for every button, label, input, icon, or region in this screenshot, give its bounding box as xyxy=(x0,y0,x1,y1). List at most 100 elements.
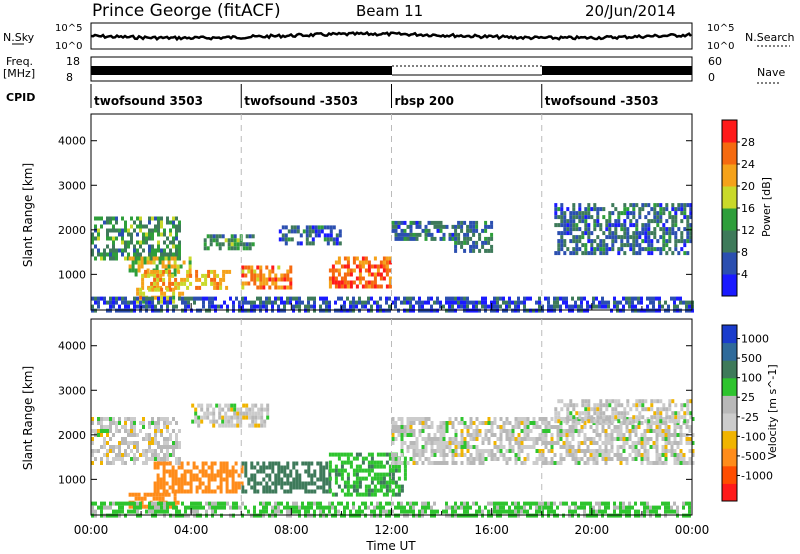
heatmap-cell xyxy=(213,273,217,278)
heatmap-cell xyxy=(160,216,163,221)
heatmap-cell xyxy=(670,505,673,510)
heatmap-cell xyxy=(566,219,570,224)
heatmap-cell xyxy=(192,477,196,482)
heatmap-cell xyxy=(475,224,479,229)
heatmap-cell xyxy=(106,441,109,445)
heatmap-cell xyxy=(604,457,608,461)
heatmap-cell xyxy=(646,505,649,510)
heatmap-cell xyxy=(596,411,600,416)
heatmap-cell xyxy=(221,407,225,412)
heatmap-cell xyxy=(454,437,458,441)
heatmap-cell xyxy=(379,272,383,277)
heatmap-cell xyxy=(646,429,650,433)
heatmap-cell xyxy=(574,457,578,461)
heatmap-cell xyxy=(148,287,152,292)
heatmap-cell xyxy=(171,477,175,482)
heatmap-cell xyxy=(337,284,341,289)
heatmap-cell xyxy=(323,233,327,238)
heatmap-cell xyxy=(424,501,427,506)
heatmap-cell xyxy=(328,485,332,490)
heatmap-cell xyxy=(577,505,580,510)
heatmap-cell xyxy=(499,453,503,457)
heatmap-cell xyxy=(220,304,223,309)
heatmap-cell xyxy=(379,304,382,309)
heatmap-cell xyxy=(544,433,548,437)
heatmap-cell xyxy=(231,465,235,470)
heatmap-cell xyxy=(665,411,669,416)
heatmap-cell xyxy=(328,488,332,493)
heatmap-cell xyxy=(134,496,138,501)
heatmap-cell xyxy=(183,281,187,286)
heatmap-cell xyxy=(358,300,361,305)
heatmap-cell xyxy=(514,509,517,514)
heatmap-cell xyxy=(140,500,144,505)
heatmap-cell xyxy=(463,296,466,301)
heatmap-cell xyxy=(644,235,648,240)
heatmap-cell xyxy=(665,407,669,412)
heatmap-cell xyxy=(236,419,240,424)
heatmap-cell xyxy=(280,485,284,490)
heatmap-cell xyxy=(406,461,410,465)
heatmap-cell xyxy=(659,251,663,256)
heatmap-cell xyxy=(632,235,636,240)
heatmap-cell xyxy=(466,441,470,445)
heatmap-cell xyxy=(412,232,416,237)
heatmap-cell xyxy=(502,457,506,461)
heatmap-cell xyxy=(397,457,401,461)
heatmap-cell xyxy=(165,489,169,494)
heatmap-cell xyxy=(109,220,112,225)
heatmap-cell xyxy=(628,429,632,433)
heatmap-cell xyxy=(397,224,401,229)
heatmap-cell xyxy=(370,280,374,285)
heatmap-cell xyxy=(517,441,521,445)
heatmap-cell xyxy=(667,304,670,309)
heatmap-cell xyxy=(676,308,679,313)
heatmap-cell xyxy=(454,449,458,453)
heatmap-cell xyxy=(112,449,115,453)
heatmap-cell xyxy=(571,509,574,514)
heatmap-cell xyxy=(671,223,675,228)
heatmap-cell xyxy=(592,461,596,465)
heatmap-cell xyxy=(100,256,103,261)
heatmap-cell xyxy=(211,505,214,510)
heatmap-cell xyxy=(256,513,259,518)
heatmap-cell xyxy=(632,247,636,252)
heatmap-cell xyxy=(625,437,629,441)
heatmap-cell xyxy=(154,441,157,445)
heatmap-cell xyxy=(517,437,521,441)
heatmap-cell xyxy=(583,513,586,518)
heatmap-cell xyxy=(611,407,615,412)
heatmap-cell xyxy=(319,513,322,518)
heatmap-cell xyxy=(164,264,168,269)
heatmap-cell xyxy=(475,417,479,421)
heatmap-cell xyxy=(596,211,600,216)
heatmap-cell xyxy=(222,269,226,274)
heatmap-cell xyxy=(614,407,618,412)
heatmap-cell xyxy=(100,445,103,449)
heatmap-cell xyxy=(620,403,624,408)
heatmap-cell xyxy=(162,481,166,486)
heatmap-cell xyxy=(676,304,679,309)
heatmap-cell xyxy=(593,251,597,256)
heatmap-cell xyxy=(112,300,115,305)
heatmap-cell xyxy=(415,224,419,229)
heatmap-cell xyxy=(169,252,172,257)
heatmap-cell xyxy=(271,300,274,305)
heatmap-cell xyxy=(689,223,693,228)
heatmap-cell xyxy=(547,513,550,518)
heatmap-cell xyxy=(346,501,349,506)
heatmap-cell xyxy=(535,437,539,441)
heatmap-cell xyxy=(189,485,193,490)
heatmap-cell xyxy=(382,264,386,269)
heatmap-cell xyxy=(358,513,361,518)
heatmap-cell xyxy=(686,235,690,240)
heatmap-cell xyxy=(127,501,130,506)
heatmap-cell xyxy=(326,237,330,242)
heatmap-cell xyxy=(466,425,470,429)
heatmap-cell xyxy=(247,269,251,274)
heatmap-cell xyxy=(403,472,407,477)
heatmap-cell xyxy=(623,207,627,212)
heatmap-cell xyxy=(337,509,340,514)
heatmap-cell xyxy=(307,308,310,313)
heatmap-cell xyxy=(352,304,355,309)
